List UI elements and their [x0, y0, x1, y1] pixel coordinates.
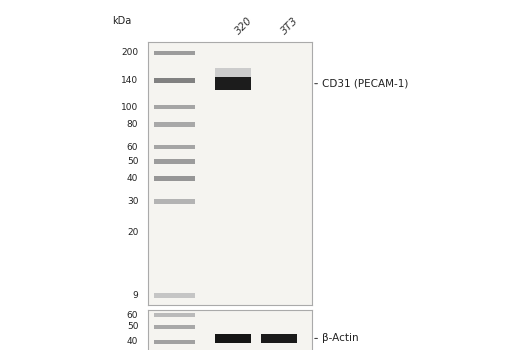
Bar — [154, 176, 195, 181]
Text: β-Actin: β-Actin — [322, 334, 358, 343]
Bar — [154, 293, 195, 298]
Bar — [215, 77, 251, 90]
Bar — [154, 159, 195, 164]
Bar — [154, 122, 195, 127]
Text: 50: 50 — [127, 322, 138, 331]
Text: 100: 100 — [121, 103, 138, 112]
Text: 80: 80 — [127, 120, 138, 129]
Text: 40: 40 — [127, 174, 138, 183]
Bar — [154, 313, 195, 317]
Bar — [154, 145, 195, 149]
Text: 200: 200 — [121, 48, 138, 57]
Bar — [154, 340, 195, 344]
Bar — [154, 78, 195, 83]
Bar — [261, 334, 297, 343]
Text: 30: 30 — [127, 197, 138, 206]
Text: 320: 320 — [233, 16, 254, 37]
Text: kDa: kDa — [112, 16, 132, 26]
Text: 60: 60 — [127, 142, 138, 152]
Bar — [215, 334, 251, 343]
Text: 9: 9 — [133, 291, 138, 300]
Bar — [154, 325, 195, 329]
Text: 40: 40 — [127, 337, 138, 346]
Bar — [154, 50, 195, 55]
Text: 140: 140 — [121, 76, 138, 85]
Bar — [154, 199, 195, 204]
Text: 3T3: 3T3 — [279, 16, 300, 37]
Text: 20: 20 — [127, 229, 138, 237]
Text: 50: 50 — [127, 157, 138, 166]
Text: 60: 60 — [127, 310, 138, 320]
Bar — [154, 105, 195, 110]
Text: CD31 (PECAM-1): CD31 (PECAM-1) — [322, 79, 408, 89]
Bar — [215, 68, 251, 77]
